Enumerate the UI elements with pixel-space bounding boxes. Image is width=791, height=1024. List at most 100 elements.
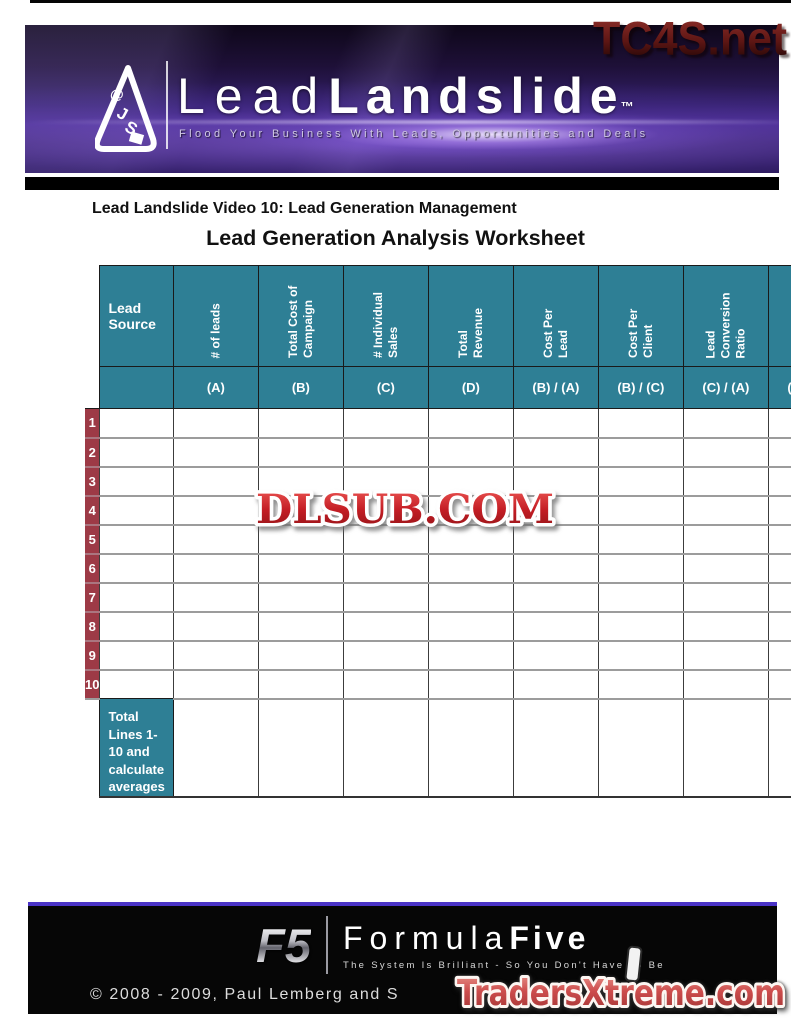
watermark-dlsub-text: DLSUB.COM xyxy=(256,486,554,533)
worksheet-cell xyxy=(597,408,684,438)
worksheet-cell xyxy=(597,494,684,525)
worksheet-cell xyxy=(257,581,344,612)
logo-at-glyph: @ xyxy=(110,86,124,102)
worksheet-cell xyxy=(99,436,174,467)
worksheet-cell xyxy=(257,436,344,467)
banner-bottom-bar xyxy=(25,177,779,190)
worksheet-cell xyxy=(767,436,791,467)
formula-header-b-div-c: (B) / (C) xyxy=(597,366,684,409)
worksheet-cell xyxy=(512,581,599,612)
banner-logo-separator xyxy=(166,61,168,149)
worksheet-cell xyxy=(342,408,429,438)
worksheet-cell xyxy=(172,668,259,699)
worksheet-cell xyxy=(767,408,791,438)
worksheet-cell xyxy=(767,639,791,670)
banner-brand-lead: Lead xyxy=(177,68,329,124)
header-row-formulas: (A) (B) (C) (D) (B) / (A) (B) / (C) (C) … xyxy=(85,366,791,409)
col-header-total-revenue-label: Total Revenue xyxy=(455,307,485,358)
worksheet-cell xyxy=(342,436,429,467)
worksheet-cell xyxy=(172,523,259,554)
worksheet-cell xyxy=(257,408,344,438)
footer-brand: FormulaFive The System Is Brilliant - So… xyxy=(343,920,665,971)
worksheet-cell xyxy=(682,436,769,467)
totals-ghost-cell xyxy=(85,697,100,797)
worksheet-cell xyxy=(427,581,514,612)
worksheet-cell xyxy=(512,465,599,496)
worksheet-cell xyxy=(342,465,429,496)
table-row: 4 xyxy=(85,494,791,525)
logo-envelope-icon xyxy=(128,131,145,145)
worksheet-cell xyxy=(342,523,429,554)
worksheet-cell xyxy=(767,552,791,583)
row-number: 6 xyxy=(85,552,100,583)
watermark-traders-xtreme: TradersXtreme.com xyxy=(454,970,788,1017)
row-number: 9 xyxy=(85,639,100,670)
formula-header-c: (C) xyxy=(342,366,429,409)
worksheet-cell xyxy=(682,465,769,496)
worksheet-cell xyxy=(99,581,174,612)
worksheet-cell xyxy=(682,668,769,699)
formula-header-lead-source xyxy=(99,366,174,409)
worksheet-cell xyxy=(99,668,174,699)
worksheet-cell xyxy=(99,610,174,641)
table-row: 7 xyxy=(85,581,791,612)
watermark-dlsub: DLSUB.COM xyxy=(253,483,558,537)
worksheet-cell xyxy=(512,697,599,798)
worksheet-cell xyxy=(512,436,599,467)
worksheet-cell xyxy=(257,697,344,798)
worksheet-cell xyxy=(342,668,429,699)
footer-tagline: The System Is Brilliant - So You Don't H… xyxy=(343,959,665,971)
formula-five-footer: F5 FormulaFive The System Is Brilliant -… xyxy=(28,902,777,1014)
worksheet-cell xyxy=(172,697,259,798)
table-row: 5 xyxy=(85,523,791,554)
worksheet-cell xyxy=(682,494,769,525)
worksheet-cell xyxy=(767,697,791,798)
worksheet-cell xyxy=(257,523,344,554)
table-row: 6 xyxy=(85,552,791,583)
worksheet-cell xyxy=(172,408,259,438)
worksheet-cell xyxy=(342,552,429,583)
worksheet-cell xyxy=(767,494,791,525)
worksheet-cell xyxy=(512,408,599,438)
worksheet-cell xyxy=(767,610,791,641)
worksheet-cell xyxy=(257,639,344,670)
worksheet-cell xyxy=(682,523,769,554)
page-top-border xyxy=(30,0,791,3)
worksheet-cell xyxy=(682,639,769,670)
col-header-campaign-cost: Total Cost of Campaign xyxy=(257,265,344,367)
worksheet-cell xyxy=(172,494,259,525)
row-number: 4 xyxy=(85,494,100,525)
col-header-num-leads-label: # of leads xyxy=(208,302,223,358)
formula-header-a: (A) xyxy=(172,366,259,409)
logo-j-glyph: J xyxy=(114,103,131,124)
worksheet-cell xyxy=(427,465,514,496)
col-header-individual-sales: # Individual Sales xyxy=(342,265,429,367)
footer-brand-five: Five xyxy=(509,919,590,956)
header-ghost-cell xyxy=(85,265,100,367)
col-header-conversion-ratio: Lead Conversion Ratio xyxy=(682,265,769,367)
worksheet-cell xyxy=(172,639,259,670)
worksheet-cell xyxy=(99,494,174,525)
table-row: 3 xyxy=(85,465,791,496)
table-row: 10 xyxy=(85,668,791,699)
row-number: 2 xyxy=(85,436,100,467)
col-header-individual-sales-label: # Individual Sales xyxy=(370,291,400,358)
worksheet-cell xyxy=(682,697,769,798)
lead-landslide-triangle-logo-icon: @ J S xyxy=(95,65,157,152)
worksheet-cell xyxy=(257,552,344,583)
col-header-total-revenue: Total Revenue xyxy=(427,265,514,367)
col-header-lead-source: Lead Source xyxy=(99,265,174,367)
worksheet-cell xyxy=(172,552,259,583)
header-row-labels: Lead Source # of leads Total Cost of Cam… xyxy=(85,265,791,367)
worksheet-cell xyxy=(342,581,429,612)
worksheet-cell xyxy=(512,668,599,699)
worksheet-cell xyxy=(427,639,514,670)
col-header-cost-per-lead-label: Cost Per Lead xyxy=(540,308,570,358)
totals-row-label: Total Lines 1-10 and calculate averages xyxy=(99,697,174,798)
worksheet-cell xyxy=(597,639,684,670)
lead-landslide-banner: @ J S LeadLandslide™ Flood Your Business… xyxy=(25,25,779,173)
worksheet-cell xyxy=(512,610,599,641)
worksheet-cell xyxy=(427,610,514,641)
worksheet-cell xyxy=(172,465,259,496)
